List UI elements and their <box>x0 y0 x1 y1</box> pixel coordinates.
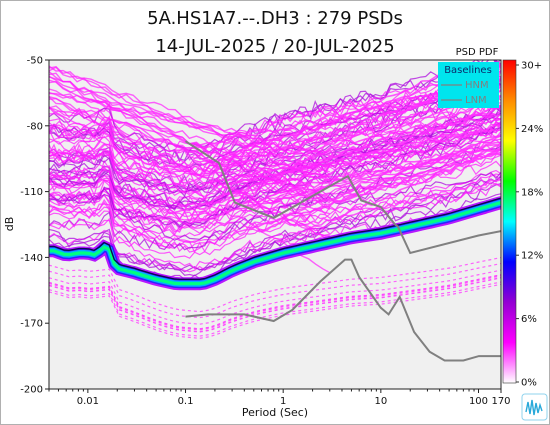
psd-curve <box>49 181 501 273</box>
psd-curve <box>230 133 501 237</box>
psd-curve <box>49 76 331 199</box>
y-tick-label: -140 <box>20 253 43 264</box>
colorbar-title: PSD PDF <box>456 47 499 58</box>
psd-curve <box>49 275 501 331</box>
x-tick-label: 170 <box>491 396 510 407</box>
psd-curve <box>49 281 501 337</box>
colorbar-ticks: 30+ 24% 18% 12% 6% 0% <box>516 61 543 389</box>
x-tick-label: 0.01 <box>77 396 99 407</box>
psd-curve <box>49 269 501 325</box>
series-line-lnm <box>185 258 501 362</box>
psd-mode-band <box>49 201 501 286</box>
colorbar-tick-label: 18% <box>521 187 543 198</box>
legend: Baselines HNM LNM <box>438 62 499 108</box>
series-line-hnm <box>184 140 501 255</box>
colorbar <box>502 59 517 384</box>
y-tick-label: -50 <box>27 56 43 67</box>
psd-curve <box>49 65 331 178</box>
psd-curve <box>332 148 501 204</box>
psd-curve <box>49 66 330 167</box>
chart-title: 5A.HS1A7.--.DH3 : 279 PSDs <box>147 8 403 29</box>
psd-curve <box>49 60 501 152</box>
colorbar-tick-label: 12% <box>521 251 543 262</box>
y-axis: -50 -80 -110 -140 -170 -200 <box>20 56 49 396</box>
psd-curve <box>49 131 501 225</box>
psd-curve <box>49 66 331 181</box>
legend-title: Baselines <box>444 65 492 76</box>
psd-curve <box>49 283 501 339</box>
baseline-layer <box>184 140 501 362</box>
x-tick-label: 100 <box>469 396 488 407</box>
psd-curve <box>49 277 501 333</box>
x-axis-label: Period (Sec) <box>242 406 308 419</box>
psd-curve <box>260 135 501 234</box>
psd-curve <box>49 65 501 159</box>
colorbar-tick-label: 6% <box>521 314 537 325</box>
psd-curve <box>49 193 501 271</box>
legend-lnm-label: LNM <box>465 95 487 106</box>
chart-subtitle: 14-JUL-2025 / 20-JUL-2025 <box>155 36 394 57</box>
psd-curve <box>49 138 501 200</box>
x-tick-label: 1 <box>280 396 286 407</box>
y-tick-label: -110 <box>20 187 43 198</box>
psd-mode-band <box>49 197 501 280</box>
psd-curve <box>336 113 501 154</box>
colorbar-tick-label: 0% <box>521 378 537 389</box>
psd-curve <box>49 173 501 253</box>
psd-curve <box>276 148 501 243</box>
psd-curve <box>49 91 330 215</box>
psd-density-layer <box>49 60 501 339</box>
x-tick-label: 0.1 <box>178 396 194 407</box>
psd-curve <box>49 274 501 330</box>
plot-border <box>48 59 502 390</box>
psd-curve <box>297 178 501 227</box>
logo-icon <box>521 393 548 421</box>
psd-curve <box>49 262 501 319</box>
psd-curve <box>49 112 331 274</box>
y-tick-label: -200 <box>20 385 43 396</box>
psd-curve <box>49 60 501 162</box>
psd-curve <box>49 73 501 168</box>
psd-curve <box>49 183 501 254</box>
x-axis: 0.01 0.1 1 10 100 170 <box>48 389 511 407</box>
y-tick-label: -170 <box>20 319 43 330</box>
psd-curve <box>49 97 331 242</box>
y-axis-label: dB <box>3 217 16 232</box>
colorbar-tick-label: 30+ <box>521 61 542 72</box>
psd-curve <box>49 72 331 235</box>
psd-curve <box>49 256 501 313</box>
psd-curve <box>210 124 501 184</box>
y-tick-label: -80 <box>27 121 43 132</box>
colorbar-tick-label: 24% <box>521 124 543 135</box>
psd-curve <box>49 106 331 240</box>
x-tick-label: 10 <box>374 396 387 407</box>
legend-hnm-label: HNM <box>465 80 489 91</box>
psd-curve <box>243 104 501 207</box>
